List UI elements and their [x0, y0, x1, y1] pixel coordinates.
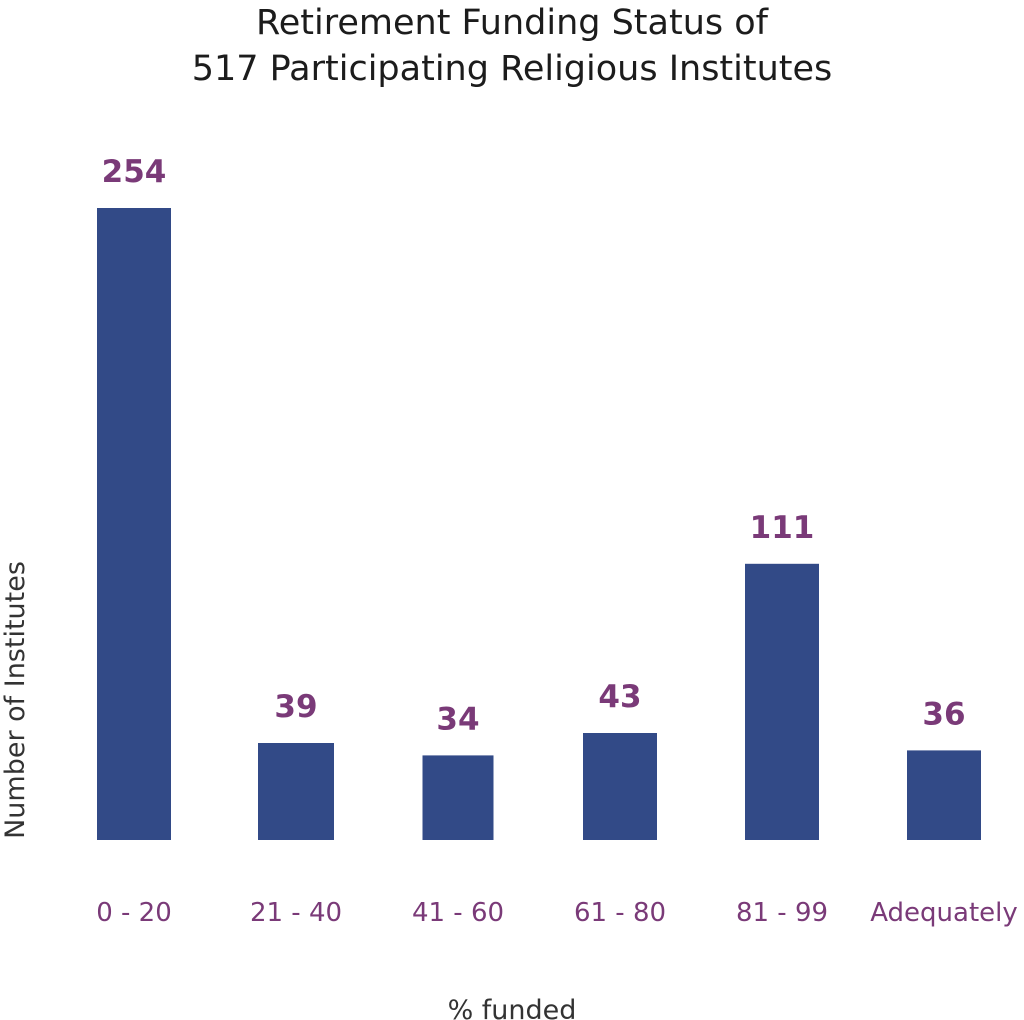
data-labels-group: 254 39 34 43 111 36	[102, 154, 966, 737]
x-tick-label-3: 41 - 60	[412, 898, 504, 928]
x-tick-label-4: 61 - 80	[574, 898, 666, 928]
chart-title-line-1: Retirement Funding Status of	[256, 3, 768, 43]
data-label-1: 254	[102, 154, 167, 190]
x-tick-label-5: 81 - 99	[736, 898, 828, 928]
data-label-4: 43	[598, 679, 641, 715]
x-tick-labels-group: 0 - 20 21 - 40 41 - 60 61 - 80 81 - 99 Adequa…	[96, 898, 1018, 928]
x-tick-label-2: 21 - 40	[250, 898, 342, 928]
data-label-6: 36	[922, 696, 965, 732]
bars-group	[97, 208, 981, 840]
x-tick-label-1: 0 - 20	[96, 898, 172, 928]
bar-1	[97, 208, 171, 840]
bar-4	[583, 733, 657, 840]
bar-5	[745, 563, 819, 840]
y-axis-title: Number of Institutes	[0, 561, 31, 839]
chart-title-line-2: 517 Participating Religious Institutes	[191, 49, 833, 89]
data-label-2: 39	[274, 689, 317, 725]
x-axis-title: % funded	[448, 995, 577, 1020]
bar-3	[422, 755, 494, 840]
x-tick-label-6: Adequately	[870, 898, 1018, 928]
data-label-5: 111	[750, 510, 815, 546]
data-label-3: 34	[436, 701, 479, 737]
bar-6	[907, 750, 981, 840]
chart-title: Retirement Funding Status of 517 Partici…	[0, 0, 1024, 92]
bar-2	[258, 743, 334, 840]
